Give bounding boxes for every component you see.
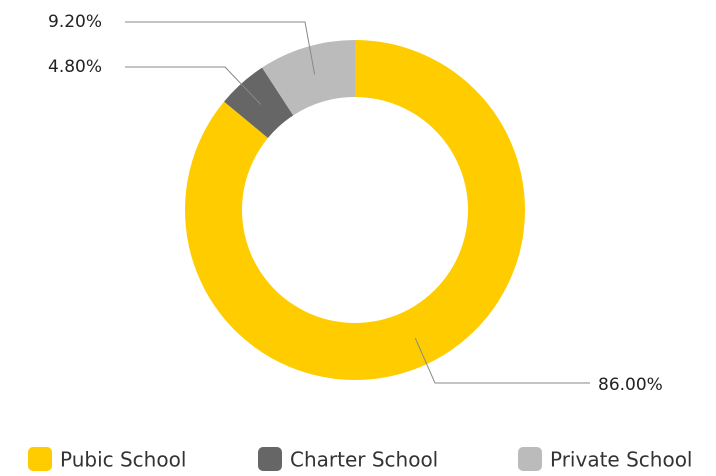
data-label: 86.00% <box>598 375 663 395</box>
legend-swatch <box>28 447 52 471</box>
donut-slice <box>262 40 355 116</box>
leader-line <box>414 337 590 384</box>
legend-swatch <box>518 447 542 471</box>
leader-line <box>125 21 316 75</box>
legend-label: Private School <box>550 448 692 472</box>
data-label: 9.20% <box>48 12 102 32</box>
legend-label: Pubic School <box>60 448 186 472</box>
data-label: 4.80% <box>48 57 102 77</box>
legend-label: Charter School <box>290 448 438 472</box>
donut-slice <box>185 40 526 380</box>
leader-line <box>125 66 262 105</box>
legend-swatch <box>258 447 282 471</box>
